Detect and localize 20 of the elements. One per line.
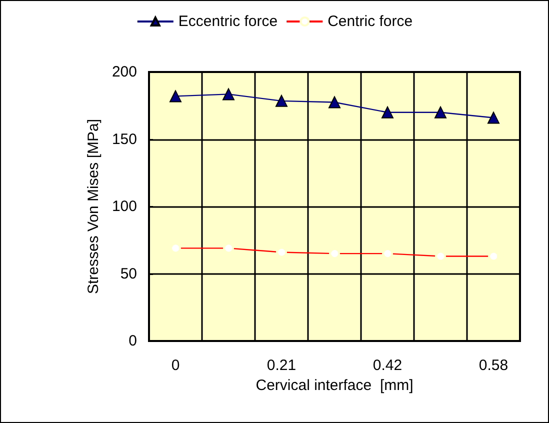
x-tick-label: 0.58 (478, 357, 508, 374)
y-tick-label: 100 (112, 198, 137, 215)
point (276, 94, 288, 107)
y-tick-label: 0 (128, 332, 137, 350)
point (382, 106, 394, 118)
legend-label: Centric force (328, 13, 413, 30)
x-tick-label: 0.21 (266, 357, 296, 374)
point (328, 96, 340, 108)
y-axis-title: Stresses Von Mises [MPa] (85, 118, 102, 294)
x-tick-label: 0 (171, 357, 180, 374)
y-tick-label: 150 (112, 130, 137, 148)
y-tick-label: 200 (112, 64, 137, 80)
legend-label: Eccentric force (178, 13, 278, 30)
point (170, 90, 182, 102)
x-axis-title: Cervical interface [mm] (256, 377, 414, 394)
point (222, 88, 234, 100)
point (488, 112, 500, 124)
x-tick-label: 0.42 (372, 357, 402, 374)
y-tick-label: 50 (120, 265, 137, 282)
point (434, 106, 446, 118)
